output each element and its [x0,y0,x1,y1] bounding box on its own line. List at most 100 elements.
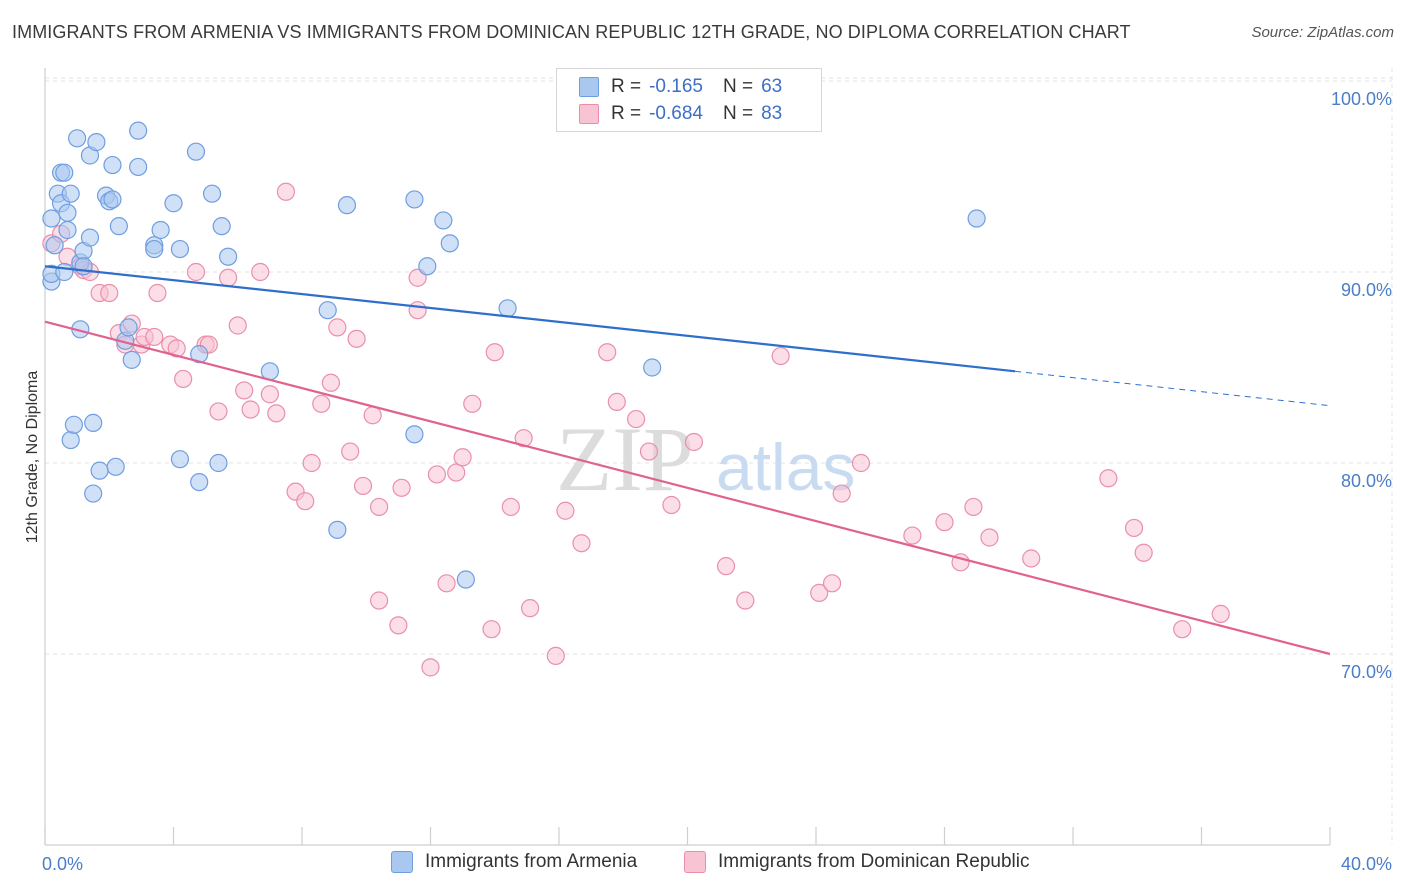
dominican-trend-line [44,320,1331,656]
dominican-point [1099,469,1118,488]
armenia-point [87,133,106,152]
dominican-point [485,343,504,362]
dominican-point [328,318,347,337]
x-tick-label: 40.0% [1341,854,1392,874]
dominican-point [100,283,119,303]
dominican-point [684,432,704,452]
dominican-point [520,599,540,618]
armenia-point [170,239,190,259]
armenia-point [418,257,437,276]
dominican-point [260,385,279,404]
armenia-point [103,190,122,209]
legend-swatch-dominican [579,104,599,124]
legend-n-label: N = [722,76,754,97]
dominican-point [219,268,238,287]
y-tick-label: 100.0% [1331,89,1392,109]
dominican-point [447,463,466,482]
legend-label-armenia: Immigrants from Armenia [425,851,638,872]
dominican-point [1173,620,1192,639]
dominican-point [421,658,440,677]
dominican-point [408,301,427,320]
dominican-point [810,583,829,602]
legend-row-armenia: R = -0.165 N = 63 [579,74,802,100]
dominican-point [341,442,360,461]
armenia-point [84,484,103,503]
armenia-point [103,155,122,175]
dominican-point [392,478,411,497]
dominican-point [980,528,999,547]
armenia-point [129,121,148,140]
armenia-point [170,450,190,469]
axes [44,68,1331,846]
y-axis-title: 12th Grade, No Diploma [24,371,41,544]
armenia-point [84,413,103,432]
armenia-point [106,457,125,476]
dominican-point [736,591,755,610]
armenia-point [328,520,347,539]
legend-swatch-armenia [391,851,413,873]
dominican-point [1022,549,1041,568]
chart-title: IMMIGRANTS FROM ARMENIA VS IMMIGRANTS FR… [12,22,1131,42]
legend-n-value: 83 [761,103,783,124]
dominican-point [209,402,228,421]
dominican-point [389,616,408,635]
armenia-point [58,203,77,222]
armenia-point [434,211,453,230]
armenia-point [145,239,164,259]
dominican-point [370,497,389,517]
dominican-point [321,373,341,392]
armenia-point [186,142,206,161]
dominican-point [851,453,871,473]
armenia-point [498,299,517,318]
dominican-point [347,329,366,348]
dominican-point [267,404,286,423]
dominican-point [363,406,382,425]
armenia-point [58,220,77,240]
armenia-point [212,217,231,236]
dominican-point [501,497,520,517]
armenia-point [119,318,138,337]
dominican-point [174,369,193,389]
armenia-point [405,425,424,444]
dominican-point [427,465,447,484]
dominican-point [312,394,331,413]
legend-item-dominican: Immigrants from Dominican Republic [684,851,1030,873]
armenia-point [122,350,141,369]
dominican-point [556,501,575,520]
armenia-point [55,262,74,282]
legend-swatch-dominican [684,851,706,873]
armenia-point [55,163,74,182]
legend-n-label: N = [722,103,754,124]
legend-r-value: -0.684 [649,103,703,124]
correlation-legend: R = -0.165 N = 63 R = -0.684 N = 83 [556,68,822,132]
legend-r-value: -0.165 [649,76,703,97]
dominican-point [145,327,164,347]
dominican-point [903,526,922,545]
dominican-point [572,534,591,553]
dominican-point [370,591,389,610]
dominican-point [228,316,247,335]
y-tick-label: 90.0% [1341,280,1392,300]
source-label: Source: ZipAtlas.com [1251,24,1394,41]
dominican-point [167,339,186,358]
legend-r-label: R = [611,76,642,97]
legend-n-value: 63 [761,76,783,97]
dominican-point [639,442,659,461]
legend-row-dominican: R = -0.684 N = 83 [579,101,802,127]
legend-item-armenia: Immigrants from Armenia [391,851,637,873]
series-legend: Immigrants from Armenia Immigrants from … [0,851,1406,879]
dominican-point [514,429,533,448]
y-tick-label: 70.0% [1341,662,1392,682]
armenia-point [337,196,357,215]
dominican-point [626,409,646,429]
armenia-point [64,415,84,434]
dominican-point [822,574,842,593]
dominican-point [1211,604,1230,623]
dominican-point [353,476,373,496]
armenia-point [129,157,148,177]
armenia-point [318,301,337,320]
armenia-point [90,461,109,480]
grid-lines [45,68,1393,845]
armenia-trend-extension [1015,370,1331,407]
